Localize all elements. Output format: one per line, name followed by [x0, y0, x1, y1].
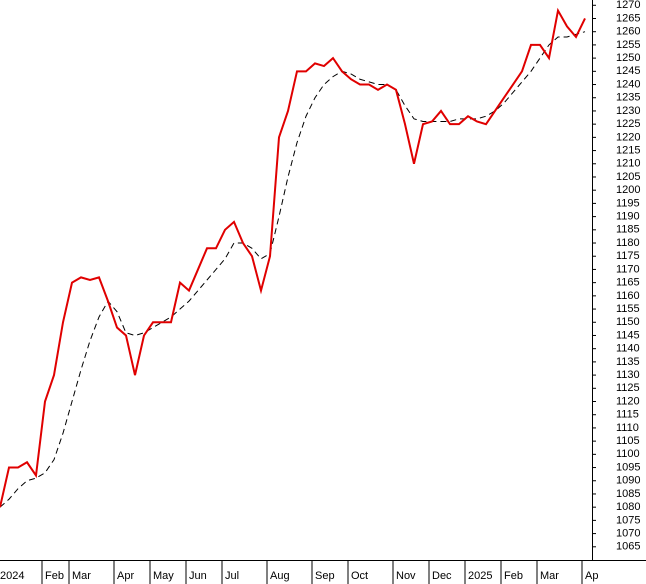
- y-tick-label: 1215: [616, 144, 640, 156]
- y-tick-label: 1220: [616, 131, 640, 143]
- x-tick-label: Sep: [315, 570, 335, 582]
- y-tick-label: 1105: [616, 435, 640, 447]
- y-tick-label: 1125: [616, 382, 640, 394]
- y-tick-label: 1175: [616, 250, 640, 262]
- y-tick-label: 1250: [616, 52, 640, 64]
- y-tick-label: 1080: [616, 501, 640, 513]
- x-tick-label: May: [153, 570, 174, 582]
- x-tick-label: Jun: [189, 570, 207, 582]
- y-tick-label: 1100: [616, 448, 640, 460]
- x-tick-label: Ap: [585, 570, 598, 582]
- y-tick-label: 1265: [616, 12, 640, 24]
- y-tick-label: 1145: [616, 329, 640, 341]
- x-tick-label: Mar: [540, 570, 559, 582]
- y-tick-label: 1160: [616, 290, 640, 302]
- y-tick-label: 1150: [616, 316, 640, 328]
- y-tick-label: 1070: [616, 527, 640, 539]
- x-tick-label: Aug: [270, 570, 290, 582]
- y-tick-label: 1165: [616, 277, 640, 289]
- y-tick-label: 1140: [616, 343, 640, 355]
- x-tick-label: 2025: [468, 570, 492, 582]
- y-tick-label: 1075: [616, 514, 640, 526]
- y-tick-label: 1065: [616, 541, 640, 553]
- x-tick-label: 2024: [0, 570, 24, 582]
- y-tick-label: 1090: [616, 475, 640, 487]
- y-tick-label: 1110: [616, 422, 639, 434]
- y-tick-label: 1245: [616, 65, 640, 77]
- x-tick-label: Mar: [72, 570, 91, 582]
- y-tick-label: 1230: [616, 105, 640, 117]
- y-tick-label: 1205: [616, 171, 640, 183]
- x-tick-label: Nov: [396, 570, 416, 582]
- x-tick-label: Feb: [504, 570, 523, 582]
- y-tick-label: 1235: [616, 92, 640, 104]
- y-tick-label: 1120: [616, 395, 640, 407]
- y-tick-label: 1135: [616, 356, 640, 368]
- y-tick-label: 1190: [616, 211, 640, 223]
- price-line: [0, 7, 586, 508]
- y-tick-label: 1085: [616, 488, 640, 500]
- y-tick-label: 1260: [616, 26, 640, 38]
- y-tick-label: 1195: [616, 197, 640, 209]
- y-tick-label: 1225: [616, 118, 640, 130]
- y-tick-label: 1200: [616, 184, 640, 196]
- x-tick-label: Apr: [117, 570, 134, 582]
- y-tick-label: 1095: [616, 461, 640, 473]
- y-tick-label: 1255: [616, 39, 640, 51]
- x-tick-label: Jul: [225, 570, 239, 582]
- y-tick-label: 1180: [616, 237, 640, 249]
- y-tick-label: 1210: [616, 158, 640, 170]
- y-tick-label: 1240: [616, 78, 640, 90]
- y-tick-label: 1185: [616, 224, 640, 236]
- x-tick-label: Oct: [351, 570, 368, 582]
- y-tick-label: 1115: [616, 409, 639, 421]
- y-tick-label: 1170: [616, 263, 640, 275]
- x-tick-label: Feb: [45, 570, 64, 582]
- y-tick-label: 1270: [616, 0, 640, 11]
- y-tick-label: 1155: [616, 303, 640, 315]
- y-tick-label: 1130: [616, 369, 640, 381]
- x-tick-label: Dec: [432, 570, 452, 582]
